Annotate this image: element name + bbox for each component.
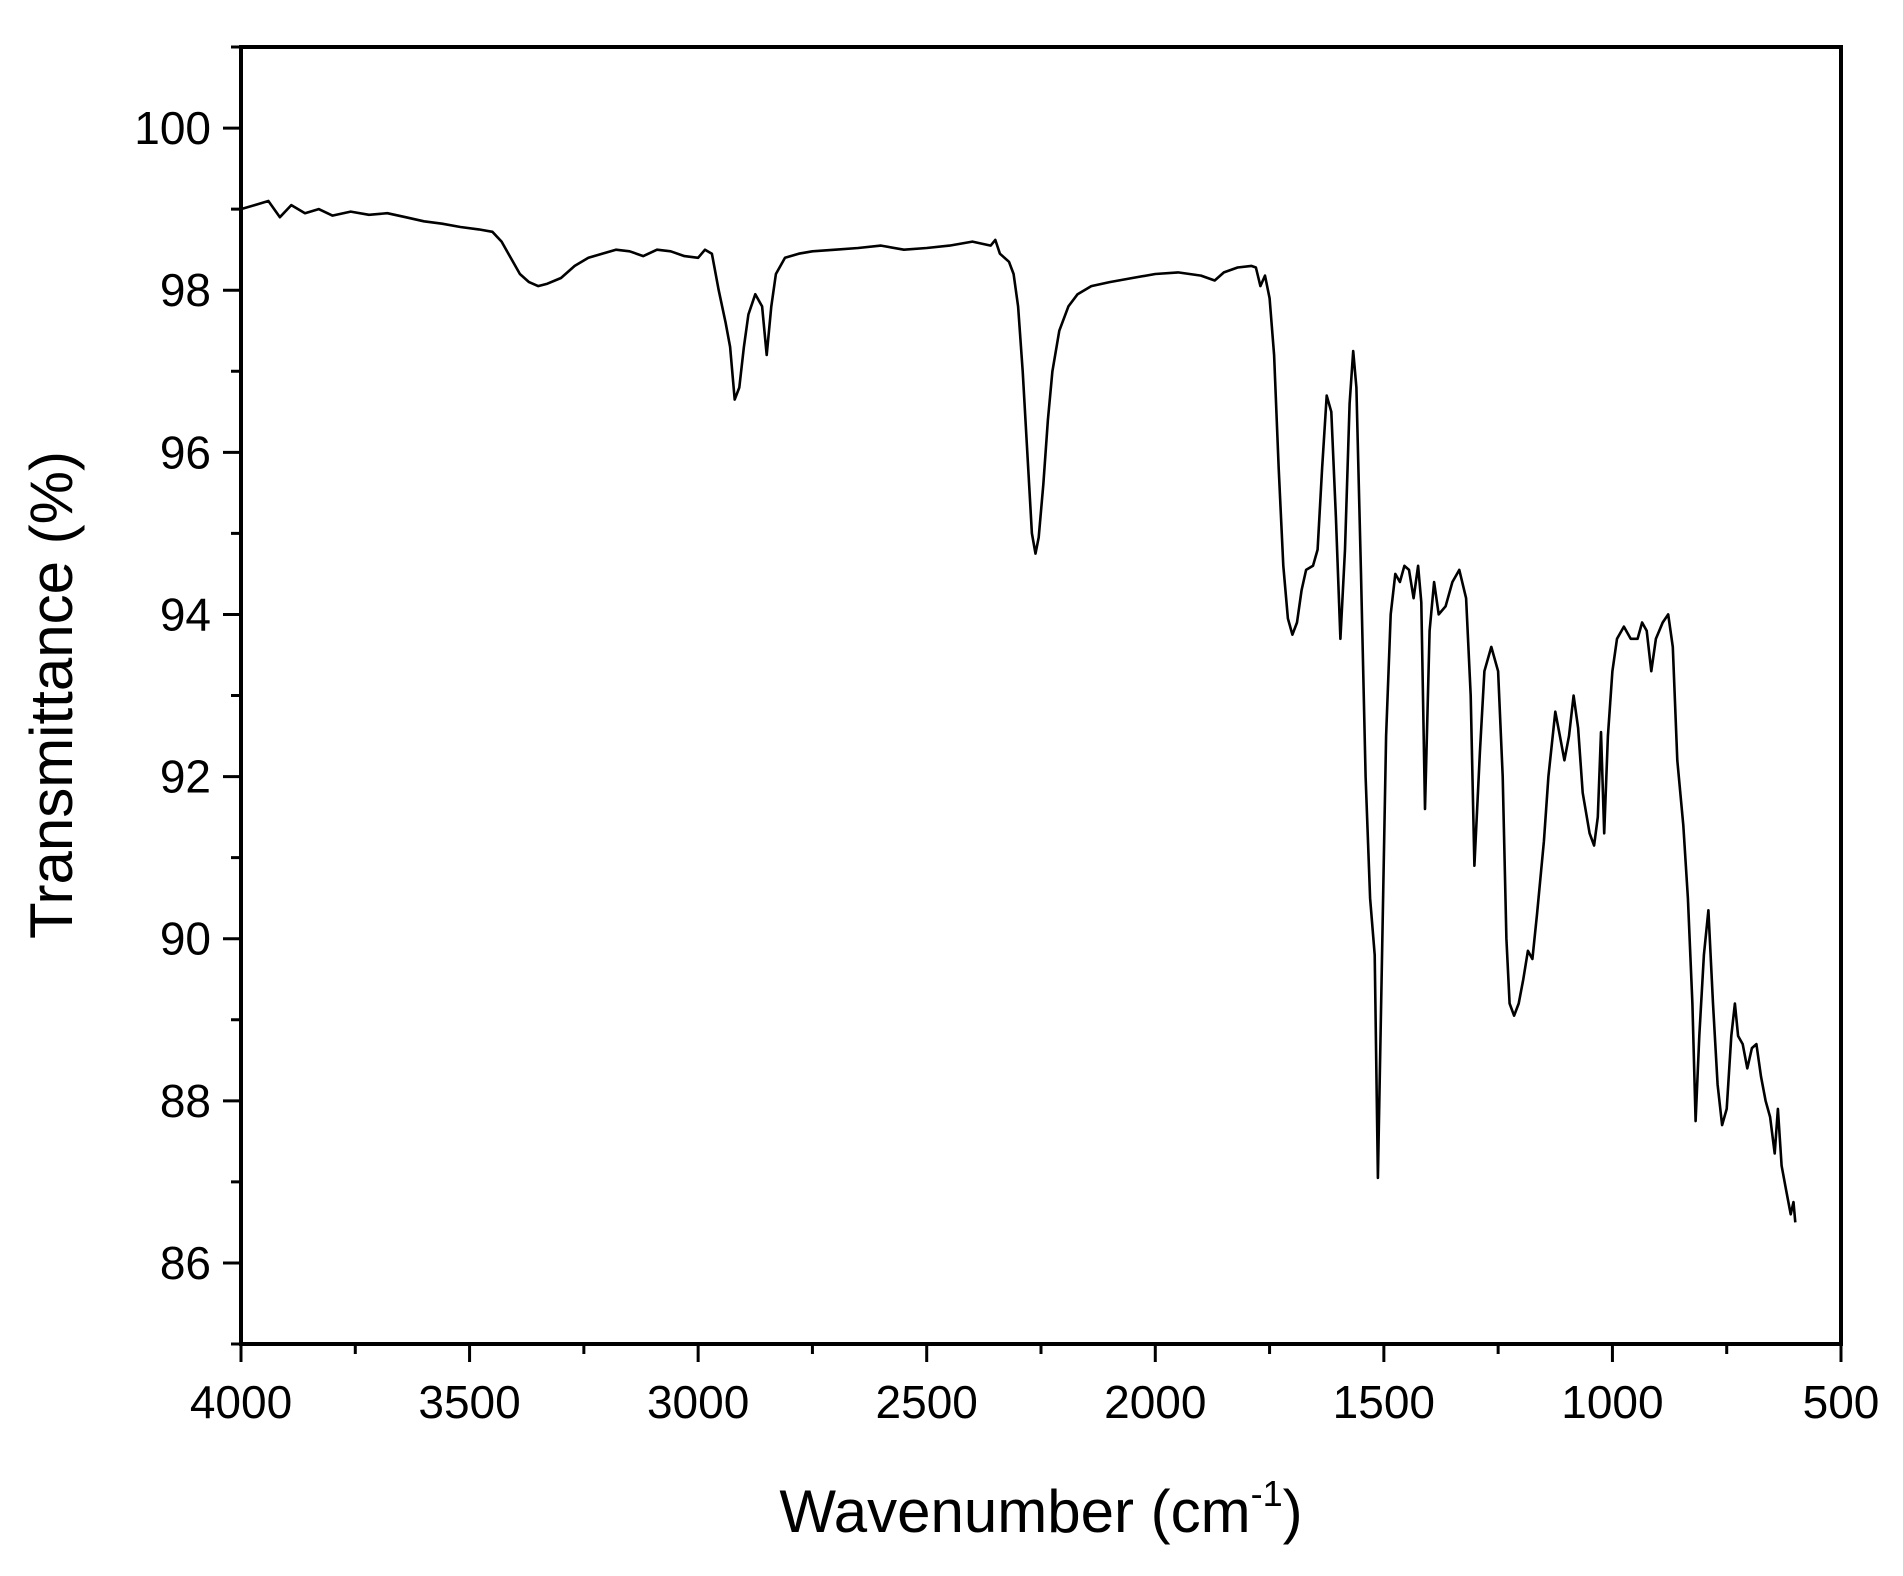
x-axis-ticks: 4000 3500 3000 2500 2000 1500 1000 500 (190, 1344, 1880, 1428)
y-tick-label: 100 (134, 102, 211, 154)
y-tick-label: 90 (160, 913, 211, 965)
x-tick-label: 4000 (190, 1376, 292, 1428)
x-tick-label: 2000 (1104, 1376, 1206, 1428)
x-tick-label: 500 (1803, 1376, 1880, 1428)
plot-frame (239, 45, 1843, 1346)
x-tick-label: 1000 (1561, 1376, 1663, 1428)
x-tick-label: 3500 (418, 1376, 520, 1428)
spectrum-line (240, 199, 1797, 1223)
y-tick-label: 86 (160, 1237, 211, 1289)
y-axis-ticks: 86 88 90 92 94 96 98 100 (134, 45, 241, 1346)
y-tick-label: 88 (160, 1075, 211, 1127)
x-axis-title: Wavenumber (cm-1) (779, 1473, 1302, 1545)
y-tick-label: 96 (160, 426, 211, 478)
y-tick-label: 92 (160, 751, 211, 803)
y-axis-title: Transmittance (%) (18, 451, 85, 939)
x-tick-label: 1500 (1333, 1376, 1435, 1428)
x-tick-label: 2500 (876, 1376, 978, 1428)
y-tick-label: 94 (160, 588, 211, 640)
x-tick-label: 3000 (647, 1376, 749, 1428)
y-tick-label: 98 (160, 264, 211, 316)
